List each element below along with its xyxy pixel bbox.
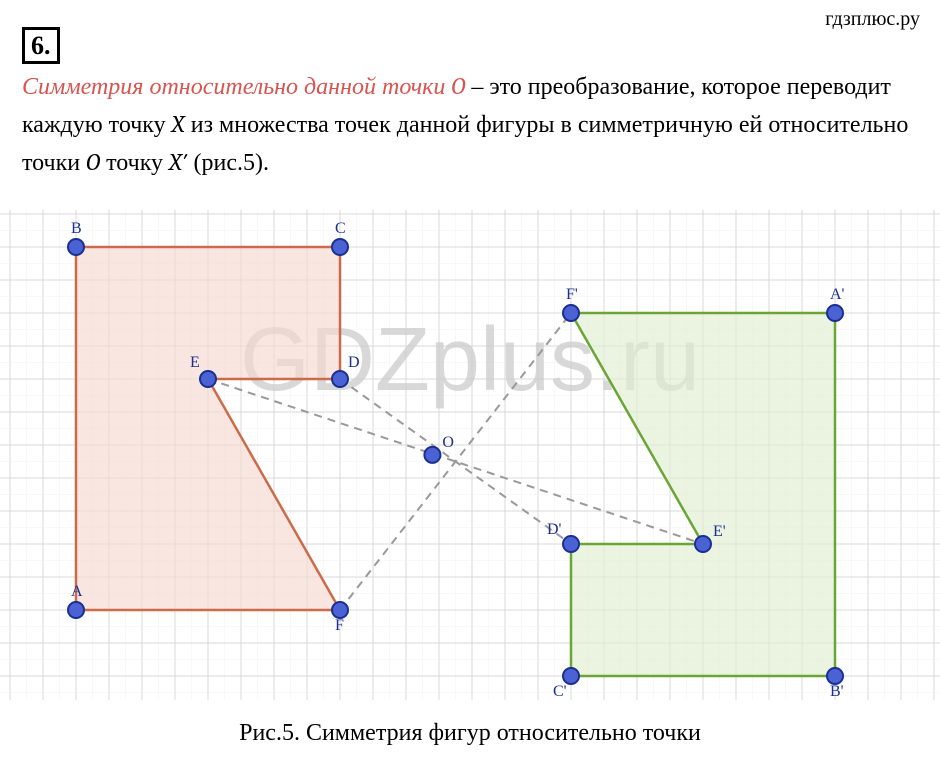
label-C: C xyxy=(335,220,346,237)
definition-text: Симметрия относительно данной точки O – … xyxy=(22,68,918,183)
label-O: O xyxy=(442,434,454,451)
label-F: F xyxy=(335,617,344,634)
point-C' xyxy=(563,668,579,684)
label-E': E' xyxy=(713,523,726,540)
point-E xyxy=(200,371,216,387)
point-A' xyxy=(827,305,843,321)
label-D': D' xyxy=(547,521,562,538)
figure-area: GDZplus.ruABCDEFA'B'C'D'E'F'O xyxy=(0,210,940,700)
figure-svg: GDZplus.ruABCDEFA'B'C'D'E'F'O xyxy=(0,210,940,700)
label-F': F' xyxy=(566,286,578,303)
point-F' xyxy=(563,305,579,321)
txt-cont2: точку xyxy=(100,150,169,176)
var-o: O xyxy=(451,72,465,100)
point-O xyxy=(424,447,440,463)
point-D' xyxy=(563,536,579,552)
problem-number: 6. xyxy=(22,27,60,64)
point-F xyxy=(332,602,348,618)
label-E: E xyxy=(190,354,200,371)
label-C': C' xyxy=(553,683,567,700)
var-o2: O xyxy=(86,148,100,176)
point-B xyxy=(68,239,84,255)
txt-end: (рис.5). xyxy=(188,150,269,176)
point-E' xyxy=(695,536,711,552)
label-B: B xyxy=(71,220,82,237)
figure-caption: Рис.5. Симметрия фигур относительно точк… xyxy=(0,720,940,747)
point-D xyxy=(332,371,348,387)
label-B': B' xyxy=(830,683,844,700)
site-link: гдзплюс.ру xyxy=(825,8,920,31)
label-A: A xyxy=(71,583,83,600)
point-A xyxy=(68,602,84,618)
var-x: X xyxy=(172,110,185,138)
point-C xyxy=(332,239,348,255)
point-B' xyxy=(827,668,843,684)
label-A': A' xyxy=(830,286,845,303)
var-xp: X′ xyxy=(169,148,187,176)
term: Симметрия относительно данной точки xyxy=(22,74,451,100)
label-D: D xyxy=(348,354,360,371)
